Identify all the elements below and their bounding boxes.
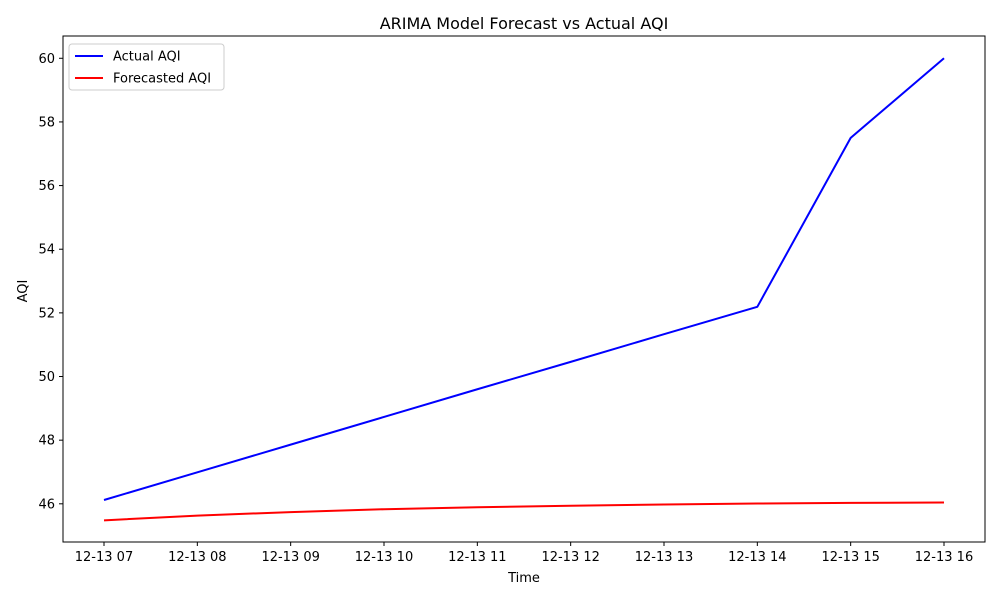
plot-frame <box>62 35 986 543</box>
y-tick-label: 60 <box>38 52 55 67</box>
x-tick-label: 12-13 14 <box>728 550 786 565</box>
y-tick-label: 56 <box>38 179 55 194</box>
y-tick-label: 50 <box>38 370 55 385</box>
legend-label-forecasted-aqi: Forecasted AQI <box>113 72 211 87</box>
x-tick-label: 12-13 16 <box>915 550 973 565</box>
x-tick-label: 12-13 12 <box>541 550 599 565</box>
x-tick-label: 12-13 09 <box>261 550 319 565</box>
x-tick-label: 12-13 11 <box>448 550 506 565</box>
y-tick-label: 58 <box>38 115 55 130</box>
y-tick-label: 54 <box>38 243 55 258</box>
legend-label-actual-aqi: Actual AQI <box>113 50 181 65</box>
series-line-actual-aqi <box>103 57 945 501</box>
x-tick-label: 12-13 10 <box>355 550 413 565</box>
x-tick-label: 12-13 08 <box>168 550 226 565</box>
x-axis-title: Time <box>507 571 540 586</box>
y-tick-label: 48 <box>38 434 55 449</box>
y-tick-label: 46 <box>38 497 55 512</box>
y-axis-title: AQI <box>16 280 31 303</box>
legend: Actual AQI Forecasted AQI <box>68 43 225 91</box>
plot-area: 12-13 07 12-13 08 12-13 09 12-13 10 12-13 11… <box>38 35 986 565</box>
x-tick-label: 12-13 07 <box>75 550 133 565</box>
chart-title: ARIMA Model Forecast vs Actual AQI <box>380 14 669 33</box>
x-tick-label: 12-13 15 <box>821 550 879 565</box>
x-tick-label: 12-13 13 <box>635 550 693 565</box>
legend-box <box>68 43 225 91</box>
series-line-forecasted-aqi <box>103 501 945 522</box>
y-tick-label: 52 <box>38 306 55 321</box>
